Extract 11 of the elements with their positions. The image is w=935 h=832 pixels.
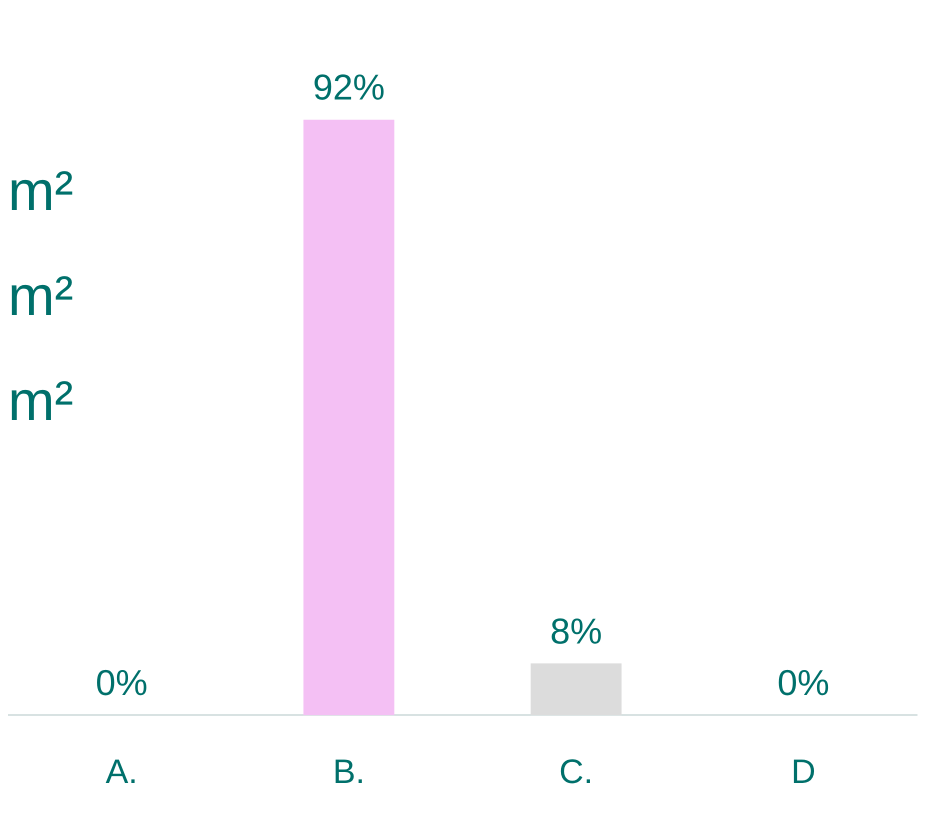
x-tick-label: B.: [332, 752, 365, 791]
data-label: 0%: [777, 662, 830, 704]
annotation: m²: [8, 263, 74, 328]
annotation: m²: [8, 158, 74, 223]
data-label: 92%: [312, 66, 385, 108]
x-tick-label: A.: [106, 752, 138, 791]
data-label: 8%: [550, 610, 602, 652]
data-label: 0%: [96, 662, 148, 704]
annotation: m²: [8, 368, 74, 433]
x-tick-label: C.: [559, 752, 594, 791]
x-tick-label: D: [791, 752, 816, 791]
